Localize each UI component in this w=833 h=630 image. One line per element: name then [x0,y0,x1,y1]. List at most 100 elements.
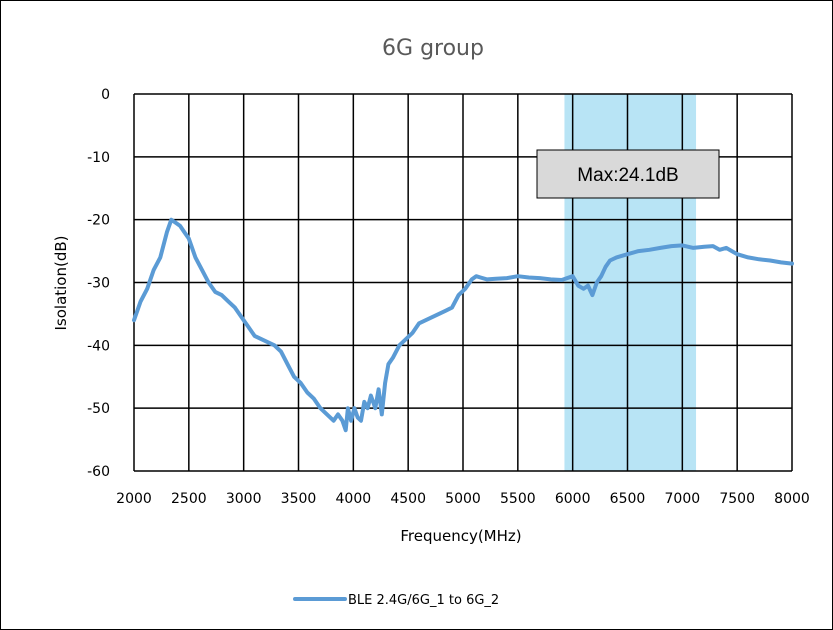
data-point [174,222,177,224]
data-point [381,413,383,416]
data-point [659,247,662,249]
legend-label: BLE 2.4G/6G_1 to 6G_2 [348,593,499,608]
data-point [152,269,155,271]
data-point [596,281,598,284]
data-point [356,416,359,419]
x-tick-label: 6500 [610,491,646,507]
data-point [604,266,607,268]
data-point [214,291,216,293]
data-point [718,249,721,251]
y-tick-label: -20 [87,213,110,229]
data-point [273,344,276,347]
data-point [166,231,168,233]
data-point [366,407,369,410]
y-tick-label: -60 [87,464,110,480]
data-point [457,294,460,296]
x-axis-label: Frequency(MHz) [400,527,521,545]
data-point [736,253,738,255]
data-point [703,245,706,248]
data-point [326,413,328,416]
annotation-box [536,149,720,199]
x-tick-label: 3500 [281,491,317,507]
data-point [475,275,478,278]
data-point [637,250,640,252]
data-point [582,288,585,290]
data-point [299,382,302,384]
data-point [280,350,282,353]
y-tick-label: -50 [87,401,110,417]
x-tick-label: 5000 [445,491,481,507]
y-tick-label: -30 [87,276,110,292]
data-point [780,261,782,264]
data-point [306,391,309,394]
data-point [146,288,148,290]
data-point [648,249,651,251]
data-point [506,277,508,279]
x-tick-label: 4000 [336,491,372,507]
data-point [418,322,420,325]
data-point [392,357,394,359]
annotation-text: Max:24.1dB [577,165,678,186]
data-point [560,279,563,281]
data-point [405,338,407,340]
data-point [194,256,197,259]
chart-title: 6G group [382,36,484,61]
data-point [353,407,356,410]
data-point [201,269,203,271]
data-point [609,259,611,262]
data-point [387,363,390,366]
data-point [170,218,173,221]
data-point [571,275,574,278]
data-point [486,278,488,281]
data-point [398,344,401,347]
data-point [319,407,322,410]
x-tick-label: 4500 [390,491,426,507]
data-point [293,376,295,378]
data-point [758,258,760,261]
data-point [444,310,447,312]
data-point [183,231,186,233]
data-point [517,275,519,278]
data-point [587,284,589,287]
y-tick-label: 0 [101,87,110,103]
data-point [769,259,771,262]
data-point [159,256,162,259]
data-point [188,237,190,240]
data-point [344,429,347,432]
data-point [313,397,315,400]
data-point [747,256,749,259]
x-tick-label: 2000 [116,491,152,507]
data-point [179,225,181,227]
data-point [431,316,434,318]
data-point [712,245,714,247]
data-point [227,300,230,303]
data-point [240,316,243,318]
data-point [495,277,497,280]
annotation-layer: Max:24.1dB [536,149,720,199]
data-point [464,288,467,290]
data-point [615,256,618,259]
data-point [374,407,377,410]
x-tick-label: 7500 [719,491,755,507]
y-tick-label: -40 [87,338,110,354]
data-point [681,244,684,247]
series-layer [132,217,794,433]
data-point [207,281,210,284]
data-point [549,278,552,281]
data-point [332,419,335,422]
data-point [451,306,453,309]
data-point [528,276,530,279]
data-point [600,275,602,278]
data-point [370,394,372,397]
data-point [341,419,344,422]
data-point [377,388,380,391]
data-point [337,413,339,416]
data-point [424,319,427,322]
data-point [133,319,135,322]
data-point [438,313,440,315]
data-point [539,277,541,279]
data-point [577,284,579,287]
data-point [363,401,366,403]
data-point [471,278,473,281]
